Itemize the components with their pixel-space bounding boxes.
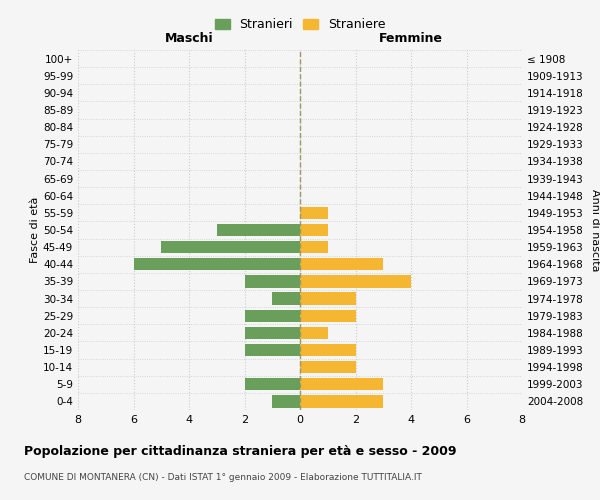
Bar xyxy=(300,206,328,219)
Bar xyxy=(300,241,328,254)
Bar xyxy=(300,378,383,390)
Bar xyxy=(300,361,355,374)
Bar xyxy=(300,396,383,407)
Bar xyxy=(245,344,300,356)
Bar xyxy=(217,224,300,236)
Bar xyxy=(300,224,328,236)
Bar xyxy=(300,292,355,304)
Bar xyxy=(300,310,355,322)
Bar xyxy=(300,276,411,287)
Bar xyxy=(272,292,300,304)
Bar xyxy=(245,326,300,339)
Bar xyxy=(300,326,328,339)
Legend: Stranieri, Straniere: Stranieri, Straniere xyxy=(209,13,391,36)
Text: Maschi: Maschi xyxy=(164,32,214,45)
Bar xyxy=(272,396,300,407)
Bar xyxy=(161,241,300,254)
Bar xyxy=(245,310,300,322)
Text: Femmine: Femmine xyxy=(379,32,443,45)
Bar xyxy=(245,378,300,390)
Bar xyxy=(300,344,355,356)
Text: COMUNE DI MONTANERA (CN) - Dati ISTAT 1° gennaio 2009 - Elaborazione TUTTITALIA.: COMUNE DI MONTANERA (CN) - Dati ISTAT 1°… xyxy=(24,472,422,482)
Bar xyxy=(245,276,300,287)
Text: Popolazione per cittadinanza straniera per età e sesso - 2009: Popolazione per cittadinanza straniera p… xyxy=(24,445,457,458)
Bar xyxy=(300,258,383,270)
Bar xyxy=(133,258,300,270)
Y-axis label: Anni di nascita: Anni di nascita xyxy=(590,188,600,271)
Y-axis label: Fasce di età: Fasce di età xyxy=(30,197,40,263)
